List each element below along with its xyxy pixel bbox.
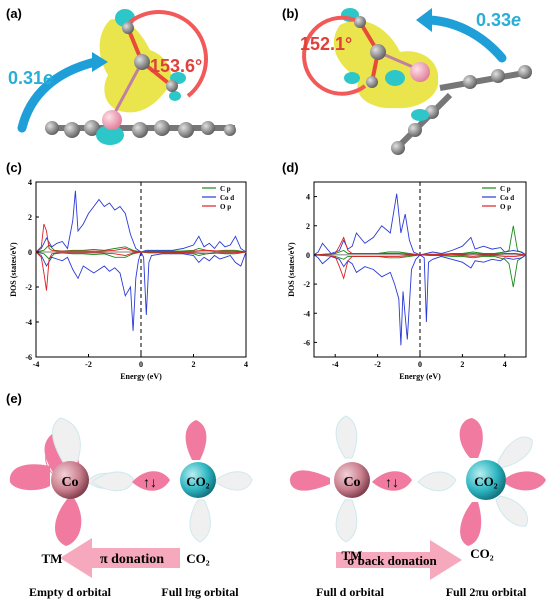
bond-angle-label-b: 152.1° <box>300 34 352 54</box>
substrate-atoms-b <box>391 65 532 155</box>
panel-label-b: (b) <box>282 6 299 21</box>
orbital-diagram-left: Co ↑↓ CO₂ π donation TM CO₂ Empty d orbi… <box>9 417 253 599</box>
pi-donation-arrow <box>60 538 180 578</box>
x-tick-label: 4 <box>244 360 248 369</box>
sigma-back-donation-arrow <box>336 540 462 580</box>
charge-transfer-label-b: 0.33e <box>476 10 521 30</box>
co2-orbital-lobes-left <box>185 420 253 543</box>
x-tick-label: 2 <box>460 360 464 369</box>
dos-chart-d: -4 -2 0 2 4 -6 -4 -2 0 2 4 Energy (eV) DOS (states/e… <box>287 181 527 381</box>
co2-label-right: CO₂ <box>474 474 498 489</box>
co2-orbital-lobes-right <box>459 418 546 546</box>
y-tick-label: -6 <box>303 338 310 347</box>
co2-molecule-a <box>102 22 178 130</box>
legend-label: Co d <box>220 194 234 202</box>
overlap-lobe-pink-right <box>372 471 412 491</box>
panel-label-c: (c) <box>6 160 22 175</box>
y-axis-label: DOS (states/eV) <box>287 242 296 297</box>
panel-label-e: (e) <box>6 391 22 406</box>
legend-label: O p <box>220 203 231 211</box>
orbital-diagram-right: Co ↑↓ CO₂ σ back donation TM CO₂ Full d … <box>290 415 546 599</box>
y-tick-label: -4 <box>303 309 310 318</box>
x-tick-label: 4 <box>503 360 507 369</box>
bond-angle-arc-b <box>302 15 367 96</box>
legend-label: C p <box>500 185 511 193</box>
x-tick-label: -2 <box>374 360 381 369</box>
x-axis-label: Energy (eV) <box>399 372 441 381</box>
legend-label: O p <box>500 203 511 211</box>
y-tick-label: 2 <box>306 222 310 231</box>
co-atom-label-left: Co <box>61 475 78 490</box>
electron-transfer-arrow-b <box>425 15 507 63</box>
series-line-o-p <box>35 223 247 253</box>
co-d-orbital-lobes-right <box>290 415 358 543</box>
panel-a: 153.6° 0.31e <box>8 9 236 145</box>
co2-text-left: CO₂ <box>186 551 210 566</box>
caption-empty-d: Empty d orbital <box>29 585 112 599</box>
y-tick-label: 0 <box>306 251 310 260</box>
spin-pair-left: ↑↓ <box>143 476 157 491</box>
y-tick-label: -4 <box>25 318 32 327</box>
panel-b: 152.1° 0.33e <box>300 8 532 155</box>
caption-full-d: Full d orbital <box>316 585 385 599</box>
y-tick-label: 2 <box>28 213 32 222</box>
co2-molecule-b <box>354 16 430 88</box>
y-tick-label: -6 <box>25 353 32 362</box>
series-line-o-p--down- <box>35 251 247 291</box>
x-tick-label: -4 <box>332 360 339 369</box>
caption-full-lpig: Full lπg orbital <box>161 585 239 599</box>
co-atom-label-right: Co <box>343 475 360 490</box>
x-tick-label: 0 <box>139 360 143 369</box>
y-tick-label: 4 <box>28 178 32 187</box>
bond-angle-label-a: 153.6° <box>150 56 202 76</box>
co2-molecule-right <box>466 460 506 500</box>
panel-label-d: (d) <box>282 160 299 175</box>
y-tick-label: 0 <box>28 248 32 257</box>
pi-donation-label: π donation <box>100 552 164 567</box>
legend-label: Co d <box>500 194 514 202</box>
co2-molecule-left <box>180 462 216 498</box>
co-atom-right <box>334 462 370 498</box>
charge-transfer-label-a: 0.31e <box>8 68 53 88</box>
legend-label: C p <box>220 185 231 193</box>
series-line-co-d <box>35 190 247 253</box>
arrow-head-icon <box>92 52 108 72</box>
panel-label-a: (a) <box>6 6 22 21</box>
tm-label-left: TM <box>42 551 63 566</box>
y-axis-label: DOS (states/eV) <box>9 242 18 297</box>
x-axis-label: Energy (eV) <box>120 372 162 381</box>
x-tick-label: 0 <box>418 360 422 369</box>
x-tick-label: -4 <box>33 360 40 369</box>
bond-angle-arc-a <box>128 10 208 98</box>
spin-pair-right: ↑↓ <box>385 476 399 491</box>
x-tick-label: 2 <box>192 360 196 369</box>
y-tick-label: 4 <box>306 193 310 202</box>
overlap-lobe-pink <box>132 471 170 491</box>
electron-transfer-arrow-a <box>17 57 100 133</box>
y-tick-label: -2 <box>25 283 32 292</box>
caption-full-2piu: Full 2πu orbital <box>446 585 527 599</box>
series-line-co-d--down- <box>35 250 247 331</box>
x-tick-label: -2 <box>85 360 92 369</box>
substrate-atoms <box>45 120 236 138</box>
series-line-o-p--down- <box>313 254 527 280</box>
series-line-o-p <box>313 236 527 256</box>
sigma-back-donation-label: σ back donation <box>347 553 437 568</box>
co2-text-right: CO₂ <box>470 546 494 561</box>
y-tick-label: -2 <box>303 280 310 289</box>
arrow-head-icon <box>416 8 432 32</box>
co-atom-left <box>51 461 89 499</box>
co2-label-left: CO₂ <box>186 474 210 489</box>
tm-label-right: TM <box>342 548 363 563</box>
overlap-lobe-grey-right <box>417 471 457 492</box>
